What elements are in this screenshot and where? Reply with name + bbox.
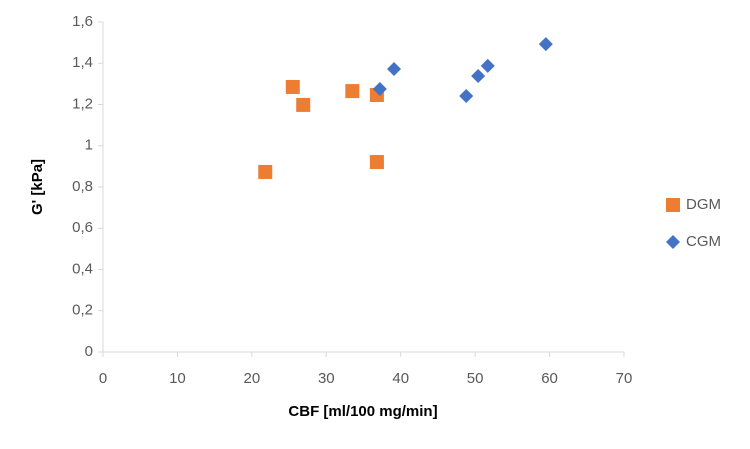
x-tick-label: 60 — [541, 370, 558, 387]
point — [480, 58, 495, 73]
legend-marker — [666, 198, 680, 212]
point — [258, 164, 273, 179]
y-tick-label: 0,6 — [72, 219, 93, 236]
x-tick-label: 30 — [318, 370, 335, 387]
y-tick-label: 0,2 — [72, 302, 93, 319]
point — [459, 89, 474, 104]
point — [471, 69, 486, 84]
point — [372, 82, 387, 97]
y-tick-label: 0,8 — [72, 178, 93, 195]
legend-label: DGM — [686, 196, 721, 213]
x-tick-label: 0 — [99, 370, 107, 387]
y-tick-label: 0 — [85, 343, 93, 360]
y-tick-label: 1 — [85, 137, 93, 154]
x-tick-label: 70 — [616, 370, 633, 387]
y-axis-title: G' [kPa] — [29, 159, 46, 215]
point — [369, 155, 384, 170]
point — [345, 84, 360, 99]
x-tick-label: 50 — [467, 370, 484, 387]
x-tick-label: 40 — [392, 370, 409, 387]
x-tick-label: 20 — [244, 370, 261, 387]
point — [538, 37, 553, 52]
y-tick-label: 1,6 — [72, 13, 93, 30]
x-tick-label: 10 — [169, 370, 186, 387]
y-tick-label: 1,4 — [72, 54, 93, 71]
legend-label: CGM — [686, 233, 721, 250]
point — [387, 62, 402, 77]
y-tick-label: 0,4 — [72, 260, 93, 277]
point — [285, 79, 300, 94]
y-tick-label: 1,2 — [72, 95, 93, 112]
x-axis-title: CBF [ml/100 mg/min] — [288, 403, 437, 420]
legend-marker — [666, 235, 680, 249]
point — [296, 97, 311, 112]
